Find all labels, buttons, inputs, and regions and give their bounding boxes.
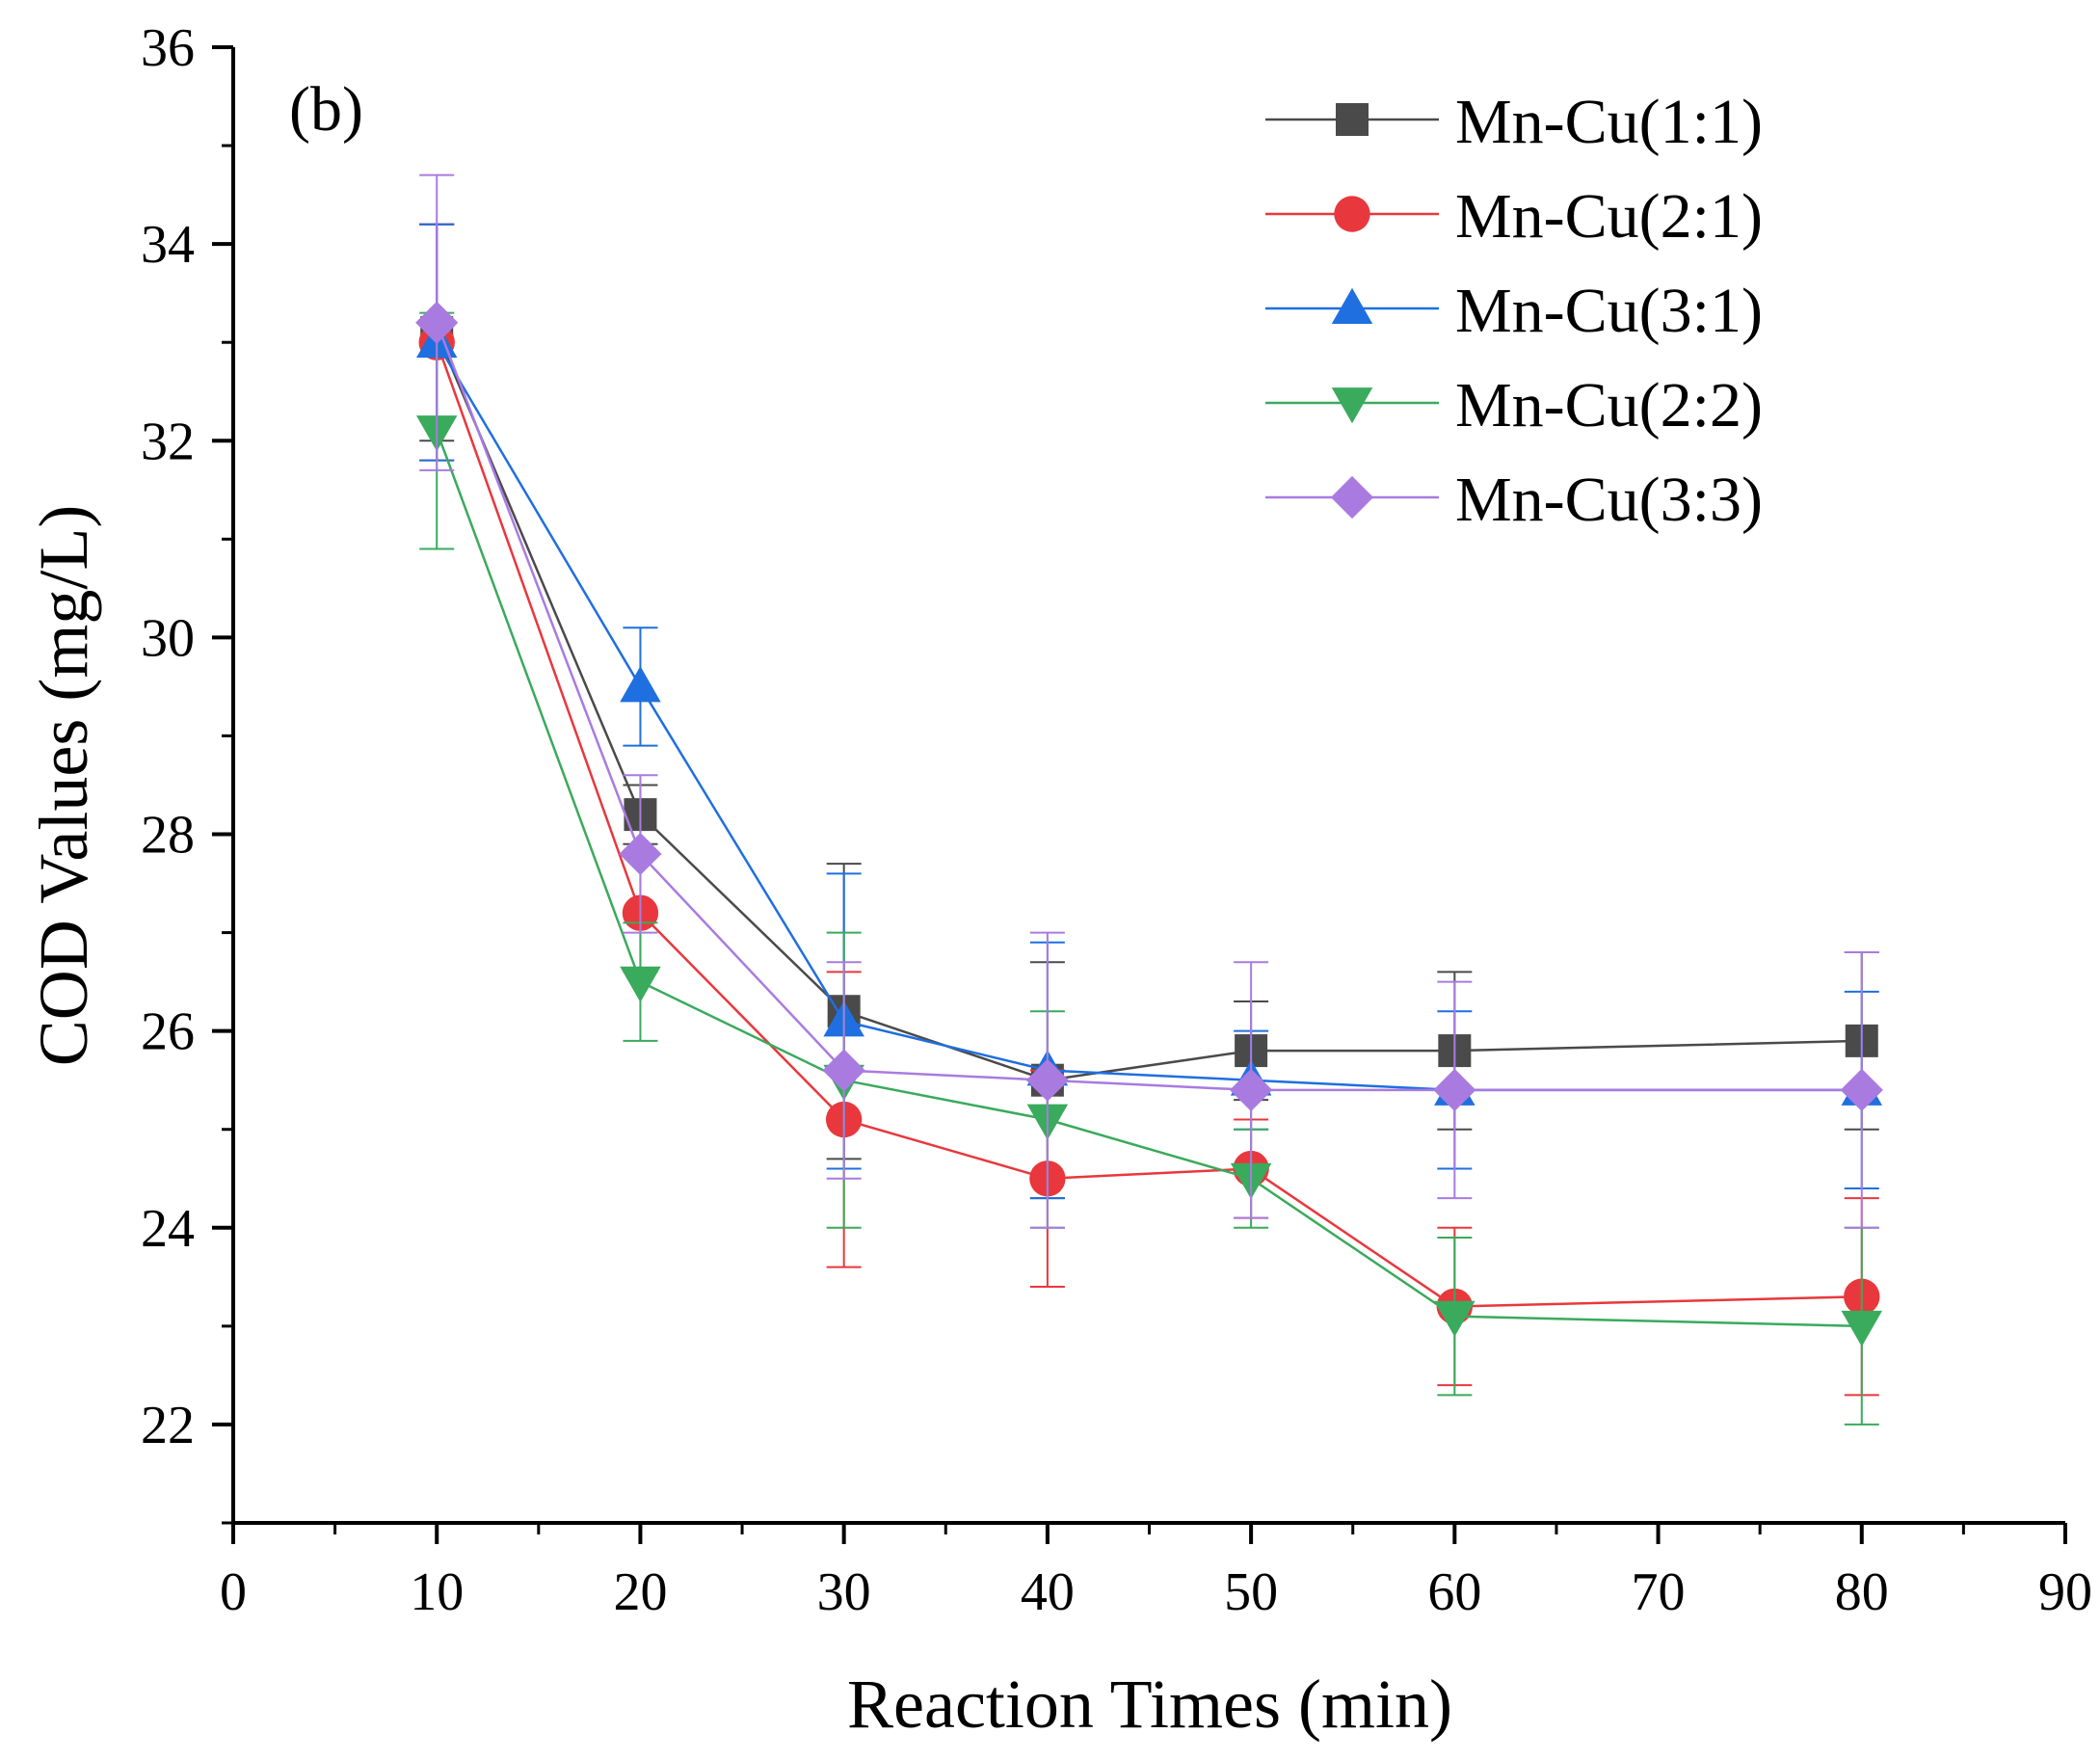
x-tick-label: 40 — [1021, 1562, 1075, 1622]
y-tick-label: 30 — [141, 608, 195, 668]
y-tick-label: 24 — [141, 1199, 195, 1259]
data-point — [1841, 1310, 1883, 1347]
y-tick-label: 22 — [141, 1396, 195, 1455]
y-axis-ticks: 22 24 26 28 30 32 34 36 — [141, 18, 233, 1525]
legend-item: Mn-Cu(3:3) — [1265, 465, 1763, 535]
y-tick-label: 28 — [141, 806, 195, 866]
data-point — [620, 966, 661, 1002]
y-tick-label: 32 — [141, 412, 195, 471]
plot-area — [415, 173, 1883, 1426]
x-tick-label: 70 — [1632, 1562, 1686, 1622]
data-point — [1025, 1058, 1069, 1102]
x-tick-label: 80 — [1835, 1562, 1889, 1622]
y-tick-label: 36 — [141, 18, 195, 78]
legend-label: Mn-Cu(3:1) — [1455, 276, 1763, 346]
x-axis-ticks: 0 10 20 30 40 50 60 70 80 90 — [220, 1523, 2092, 1622]
x-tick-label: 60 — [1427, 1562, 1481, 1622]
x-tick-label: 0 — [220, 1562, 247, 1622]
panel-label: (b) — [289, 74, 363, 145]
x-axis-label: Reaction Times (min) — [847, 1666, 1452, 1743]
series-line — [436, 430, 1862, 1328]
x-tick-label: 20 — [613, 1562, 667, 1622]
x-tick-label: 30 — [817, 1562, 871, 1622]
legend-marker — [1336, 103, 1369, 136]
legend-item: Mn-Cu(3:1) — [1265, 276, 1763, 346]
series-5 — [415, 173, 1883, 1229]
y-tick-label: 34 — [141, 215, 195, 275]
legend-marker — [1330, 475, 1374, 520]
data-point — [1840, 1068, 1883, 1112]
x-tick-label: 50 — [1224, 1562, 1278, 1622]
x-tick-label: 10 — [410, 1562, 464, 1622]
data-point — [1433, 1068, 1476, 1112]
data-point — [619, 832, 662, 876]
legend-label: Mn-Cu(2:2) — [1455, 370, 1763, 440]
y-axis-label: COD Values (mg/L) — [25, 505, 102, 1067]
x-tick-label: 90 — [2038, 1562, 2092, 1622]
legend-label: Mn-Cu(1:1) — [1455, 87, 1763, 157]
data-point — [1230, 1068, 1273, 1112]
y-tick-label: 26 — [141, 1002, 195, 1062]
data-point — [1434, 1300, 1475, 1337]
legend-item: Mn-Cu(2:1) — [1265, 181, 1763, 252]
legend: Mn-Cu(1:1) Mn-Cu(2:1) Mn-Cu(3:1) Mn-Cu(2:2)… — [1265, 87, 1763, 535]
data-point — [620, 666, 661, 703]
legend-label: Mn-Cu(3:3) — [1455, 465, 1763, 535]
legend-marker — [1331, 287, 1373, 324]
data-point — [822, 1049, 865, 1092]
legend-item: Mn-Cu(1:1) — [1265, 87, 1763, 157]
data-point — [415, 301, 459, 344]
legend-marker — [1334, 196, 1370, 232]
legend-item: Mn-Cu(2:2) — [1265, 370, 1763, 440]
legend-marker — [1331, 387, 1373, 424]
legend-label: Mn-Cu(2:1) — [1455, 181, 1763, 252]
